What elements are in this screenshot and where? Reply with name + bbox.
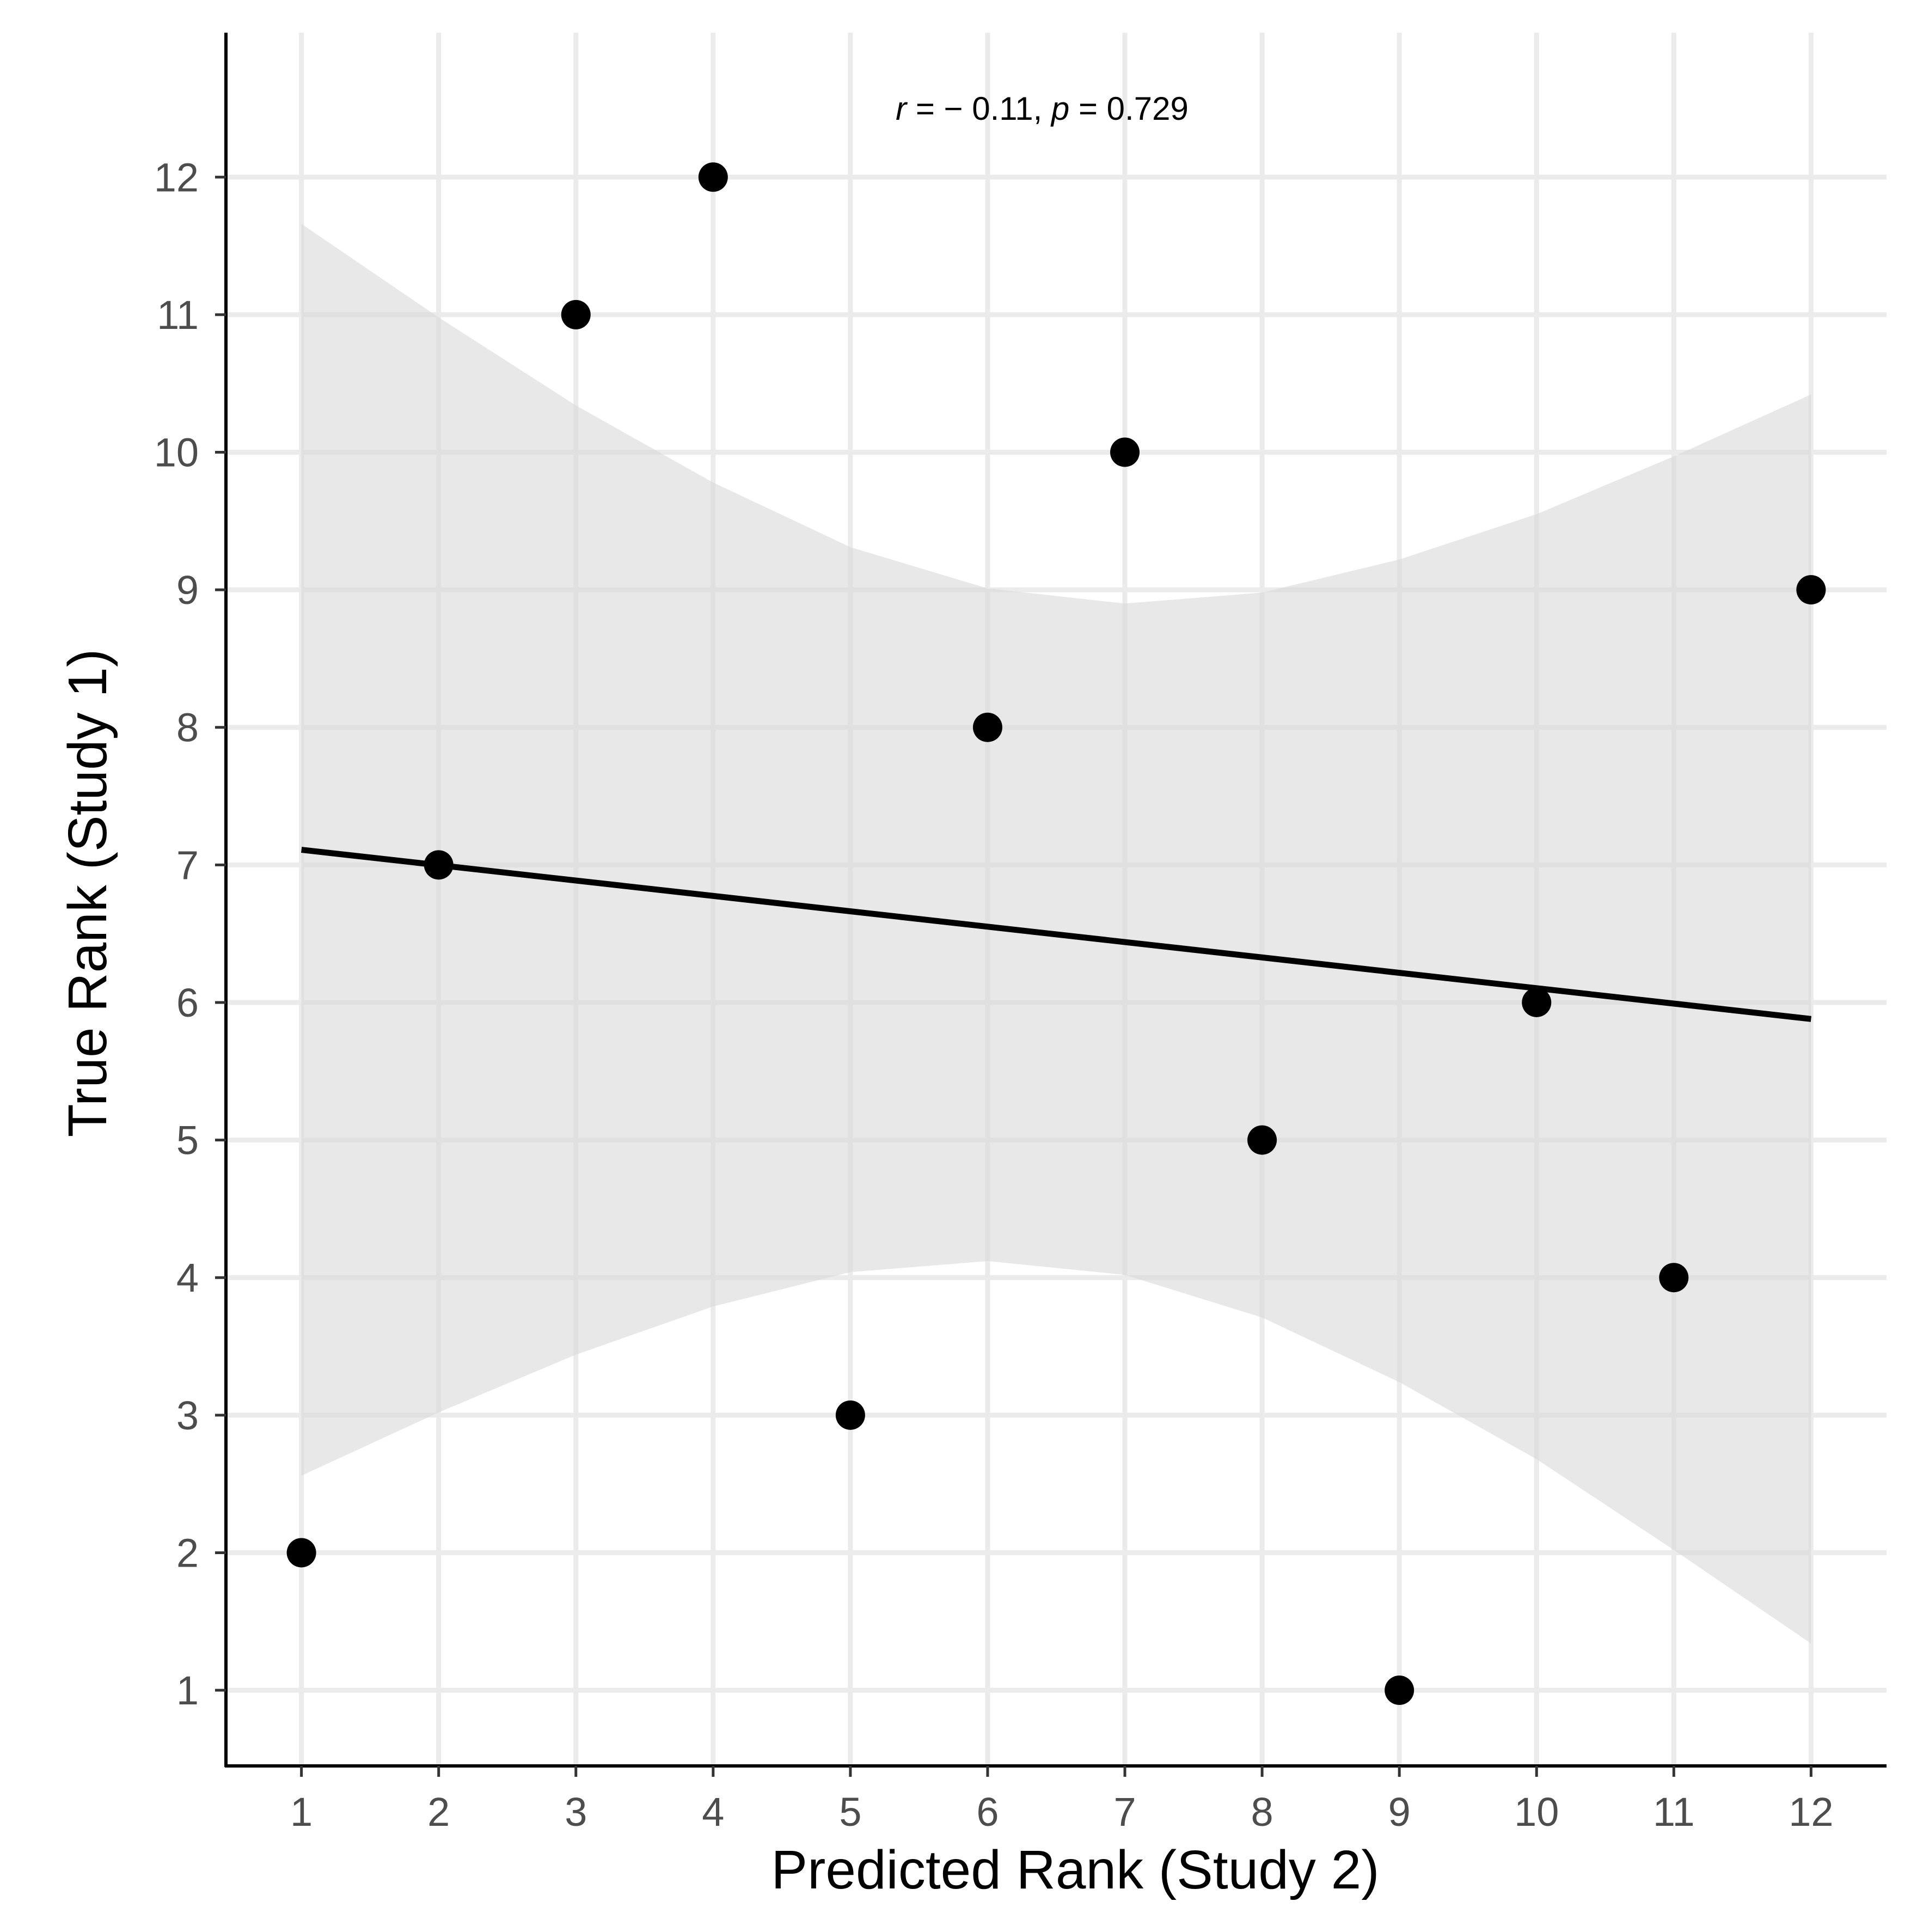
y-tick-label: 7 [176,842,199,888]
x-axis-title: Predicted Rank (Study 2) [771,1839,1379,1900]
annotation-r-value: = − 0.11, [907,90,1051,127]
data-point [1659,1263,1689,1293]
x-tick-label: 12 [1789,1789,1833,1835]
y-tick-label: 5 [176,1118,199,1163]
data-point [1522,987,1552,1017]
x-tick-label: 5 [839,1789,861,1835]
x-tick-label: 11 [1653,1789,1695,1835]
y-tick-label: 10 [154,430,199,475]
data-point [561,299,591,329]
fit-line-group [301,847,1811,1022]
annotation-p-symbol: p [1050,90,1069,127]
x-tick-label: 10 [1514,1789,1559,1835]
x-tick-label: 4 [702,1789,724,1835]
points-group [286,162,1826,1705]
data-point [1385,1676,1414,1705]
axes [224,33,1887,1768]
data-point [286,1538,316,1568]
correlation-annotation: r = − 0.11, p = 0.729 [896,90,1189,127]
annotation-r-symbol: r [896,90,908,127]
y-tick-label: 3 [176,1393,199,1438]
y-tick-label: 9 [176,567,199,613]
data-point [1110,437,1140,467]
data-point [972,712,1002,742]
x-tick-label: 7 [1113,1789,1136,1835]
regression-line [301,847,1811,1022]
y-tick-label: 12 [154,155,199,200]
x-tick-label: 3 [565,1789,587,1835]
y-tick-label: 8 [176,705,199,750]
annotation-p-value: = 0.729 [1069,90,1189,127]
data-point [698,162,728,192]
data-point [424,850,454,880]
y-axis-title: True Rank (Study 1) [57,649,118,1138]
x-tick-label: 8 [1251,1789,1273,1835]
x-tick-label: 2 [427,1789,450,1835]
data-point [835,1400,865,1430]
x-tick-label: 1 [290,1789,313,1835]
data-point [1247,1125,1277,1155]
y-tick-label: 6 [176,980,199,1025]
y-tick-label: 4 [176,1255,199,1300]
y-tick-label: 1 [176,1668,199,1713]
y-tick-label: 11 [157,292,199,338]
x-tick-label: 6 [976,1789,999,1835]
y-tick-label: 2 [176,1530,199,1575]
data-point [1796,575,1826,605]
x-tick-label: 9 [1388,1789,1411,1835]
